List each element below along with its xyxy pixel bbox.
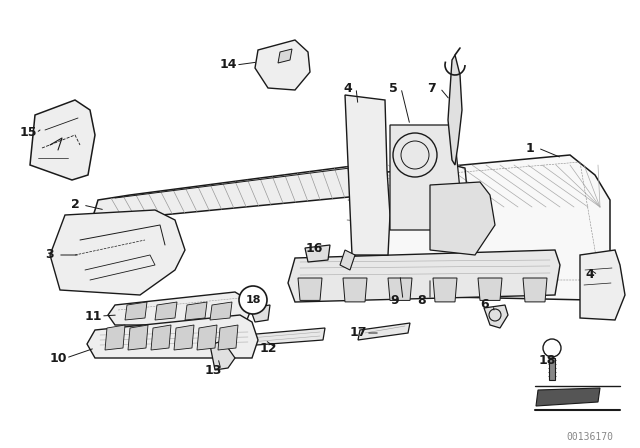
Polygon shape [90,165,380,225]
Text: 5: 5 [388,82,397,95]
Polygon shape [278,49,292,63]
Text: 18: 18 [245,295,260,305]
Polygon shape [255,40,310,90]
Polygon shape [128,325,148,350]
Polygon shape [580,250,625,320]
Polygon shape [536,388,600,406]
Polygon shape [549,358,555,380]
Text: 11: 11 [84,310,102,323]
Polygon shape [433,278,457,302]
Polygon shape [305,245,330,262]
Polygon shape [448,55,462,165]
Text: 10: 10 [49,352,67,365]
Text: 12: 12 [259,341,276,354]
Text: 2: 2 [70,198,79,211]
Polygon shape [87,315,258,358]
Text: 18: 18 [538,353,556,366]
Polygon shape [250,305,270,322]
Text: 4: 4 [586,268,595,281]
Text: 00136170: 00136170 [566,432,614,442]
Polygon shape [243,328,325,346]
Text: 14: 14 [220,59,237,72]
Circle shape [393,133,437,177]
Polygon shape [151,325,171,350]
Polygon shape [155,302,177,320]
Polygon shape [108,292,250,325]
Text: 4: 4 [344,82,353,95]
Polygon shape [50,210,185,295]
Text: 17: 17 [349,327,367,340]
Polygon shape [430,182,495,255]
Polygon shape [174,325,194,350]
Text: 1: 1 [525,142,534,155]
Polygon shape [484,305,508,328]
Polygon shape [343,278,367,302]
Polygon shape [523,278,547,302]
Polygon shape [210,340,235,370]
Text: 16: 16 [305,241,323,254]
Text: 7: 7 [428,82,436,95]
Circle shape [239,286,267,314]
Text: 9: 9 [390,293,399,306]
Polygon shape [185,302,207,320]
Polygon shape [30,100,95,180]
Text: 15: 15 [19,126,36,139]
Polygon shape [288,250,560,302]
Text: 3: 3 [45,249,54,262]
Text: 13: 13 [204,363,221,376]
Polygon shape [210,302,232,320]
Polygon shape [125,302,147,320]
Polygon shape [218,325,238,350]
Text: 6: 6 [481,298,490,311]
Polygon shape [388,278,412,301]
Polygon shape [345,95,390,255]
Polygon shape [355,155,610,300]
Polygon shape [478,278,502,301]
Polygon shape [390,125,460,230]
Polygon shape [358,323,410,340]
Polygon shape [298,278,322,301]
Text: 8: 8 [418,293,426,306]
Polygon shape [105,325,125,350]
Polygon shape [197,325,217,350]
Polygon shape [340,250,355,270]
